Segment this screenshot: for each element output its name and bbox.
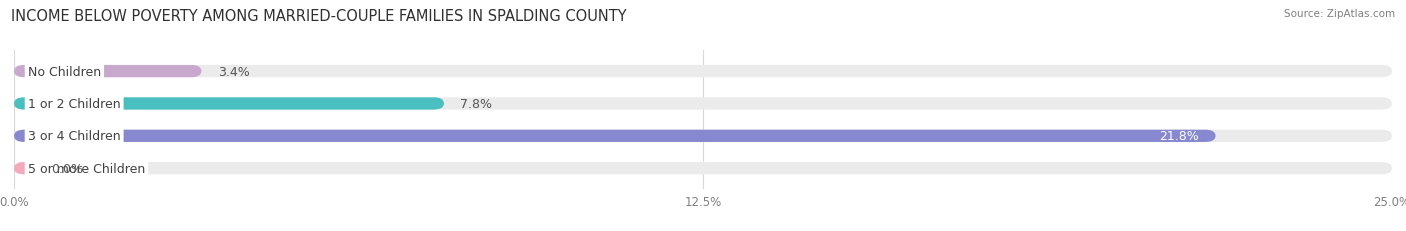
FancyBboxPatch shape	[14, 98, 444, 110]
Text: 7.8%: 7.8%	[461, 97, 492, 110]
Text: No Children: No Children	[28, 65, 101, 78]
FancyBboxPatch shape	[14, 66, 1392, 78]
Text: Source: ZipAtlas.com: Source: ZipAtlas.com	[1284, 9, 1395, 19]
FancyBboxPatch shape	[14, 162, 35, 175]
Text: 21.8%: 21.8%	[1160, 130, 1199, 143]
FancyBboxPatch shape	[14, 130, 1216, 142]
Text: INCOME BELOW POVERTY AMONG MARRIED-COUPLE FAMILIES IN SPALDING COUNTY: INCOME BELOW POVERTY AMONG MARRIED-COUPL…	[11, 9, 627, 24]
Text: 5 or more Children: 5 or more Children	[28, 162, 145, 175]
Text: 1 or 2 Children: 1 or 2 Children	[28, 97, 121, 110]
FancyBboxPatch shape	[14, 98, 1392, 110]
Text: 3 or 4 Children: 3 or 4 Children	[28, 130, 121, 143]
FancyBboxPatch shape	[14, 130, 1392, 142]
FancyBboxPatch shape	[14, 162, 1392, 175]
Text: 3.4%: 3.4%	[218, 65, 250, 78]
FancyBboxPatch shape	[14, 66, 201, 78]
Text: 0.0%: 0.0%	[52, 162, 83, 175]
